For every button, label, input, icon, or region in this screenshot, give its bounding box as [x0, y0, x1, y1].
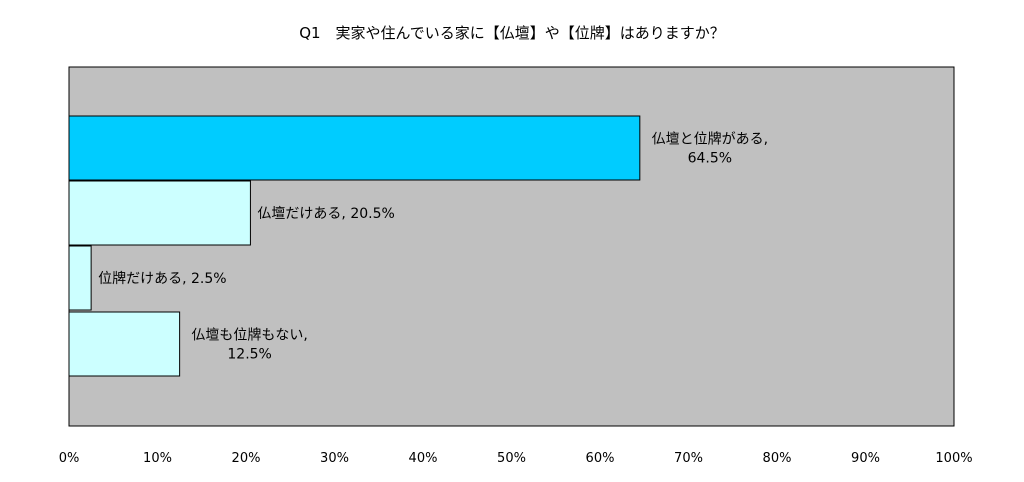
bars-layer	[68, 115, 641, 377]
x-tick-label: 50%	[497, 451, 526, 466]
x-tick-label: 100%	[935, 451, 972, 466]
data-labels-layer: 仏壇と位牌がある, 64.5% 仏壇だけある, 20.5% 位牌だけある, 2.5% 仏…	[98, 131, 768, 363]
data-label-3: 位牌だけある, 2.5%	[98, 270, 226, 287]
x-tick-label: 30%	[320, 451, 349, 466]
x-tick-label: 90%	[851, 451, 880, 466]
bar-2	[68, 180, 251, 246]
x-tick-label: 10%	[143, 451, 172, 466]
bar-1	[68, 115, 641, 181]
data-label-2: 仏壇だけある, 20.5%	[257, 205, 394, 222]
data-label-4: 仏壇も位牌もない, 12.5%	[191, 327, 307, 363]
bar-4	[68, 311, 181, 377]
x-tick-label: 0%	[59, 451, 80, 466]
x-tick-label: 70%	[674, 451, 703, 466]
chart-title: Q1 実家や住んでいる家に【仏壇】や【位牌】はありますか？	[299, 24, 725, 42]
x-tick-label: 80%	[763, 451, 792, 466]
x-tick-label: 40%	[409, 451, 438, 466]
x-tick-label: 20%	[232, 451, 261, 466]
data-label-1: 仏壇と位牌がある, 64.5%	[652, 131, 768, 167]
x-tick-label: 60%	[586, 451, 615, 466]
bar-3	[68, 245, 92, 311]
x-axis-ticks: 0% 10% 20% 30% 40% 50% 60% 70% 80% 90% 100%	[59, 451, 973, 466]
